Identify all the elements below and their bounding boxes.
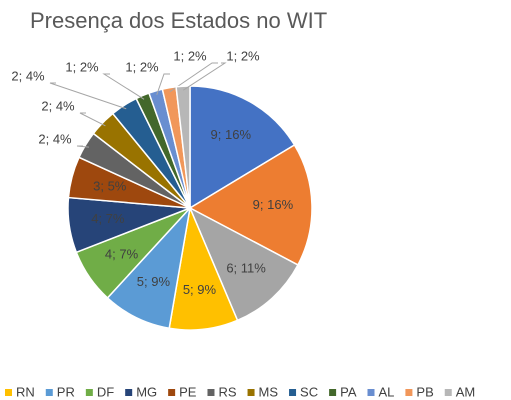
- legend-label: PB: [416, 384, 433, 399]
- legend-label: PR: [57, 384, 75, 399]
- legend-swatch: [45, 389, 53, 396]
- legend-label: SC: [300, 384, 318, 399]
- leader-line: [156, 73, 170, 95]
- data-label: 4; 7%: [91, 211, 125, 226]
- leader-line: [182, 62, 227, 91]
- legend-label: PE: [179, 384, 197, 399]
- legend-label: MG: [136, 384, 157, 399]
- legend-swatch: [5, 389, 12, 396]
- leader-line: [79, 112, 106, 127]
- legend-label: MS: [259, 384, 279, 399]
- legend-swatch: [405, 389, 413, 396]
- legend-label: AM: [456, 384, 476, 399]
- legend-swatch: [168, 389, 176, 396]
- data-label: 1; 2%: [125, 59, 159, 74]
- data-label: 2; 4%: [11, 68, 45, 83]
- data-label: 9; 16%: [211, 127, 252, 142]
- legend-swatch: [85, 389, 93, 396]
- leader-line: [102, 73, 145, 100]
- legend-label: RS: [218, 384, 236, 399]
- data-label: 1; 2%: [226, 48, 260, 63]
- legend-label: AL: [379, 384, 395, 399]
- data-label: 2; 4%: [41, 98, 75, 113]
- pie-slice: [189, 85, 296, 210]
- data-label: 4; 7%: [105, 246, 139, 261]
- data-label: 5; 9%: [137, 274, 171, 289]
- legend-swatch: [207, 389, 215, 396]
- leader-line: [169, 62, 218, 93]
- legend-swatch: [329, 389, 337, 396]
- legend-label: RN: [16, 384, 35, 399]
- data-label: 3; 5%: [93, 178, 127, 193]
- data-label: 1; 2%: [173, 48, 207, 63]
- chart-title: Presença dos Estados no WIT: [30, 8, 327, 33]
- pie-slice: [188, 143, 313, 266]
- legend-swatch: [444, 389, 452, 396]
- legend-swatch: [125, 389, 133, 396]
- data-label: 2; 4%: [38, 131, 72, 146]
- data-label: 1; 2%: [65, 59, 99, 74]
- legend-label: PA: [340, 384, 357, 399]
- data-label: 5; 9%: [183, 282, 217, 297]
- legend-swatch: [289, 389, 297, 396]
- pie-slice: [188, 206, 299, 322]
- leader-line: [76, 145, 89, 148]
- data-label: 9; 16%: [253, 197, 294, 212]
- legend-swatch: [367, 389, 375, 396]
- leader-line: [49, 82, 127, 110]
- legend-label: DF: [97, 384, 114, 399]
- data-label: 6; 11%: [226, 261, 266, 276]
- legend-swatch: [247, 389, 255, 396]
